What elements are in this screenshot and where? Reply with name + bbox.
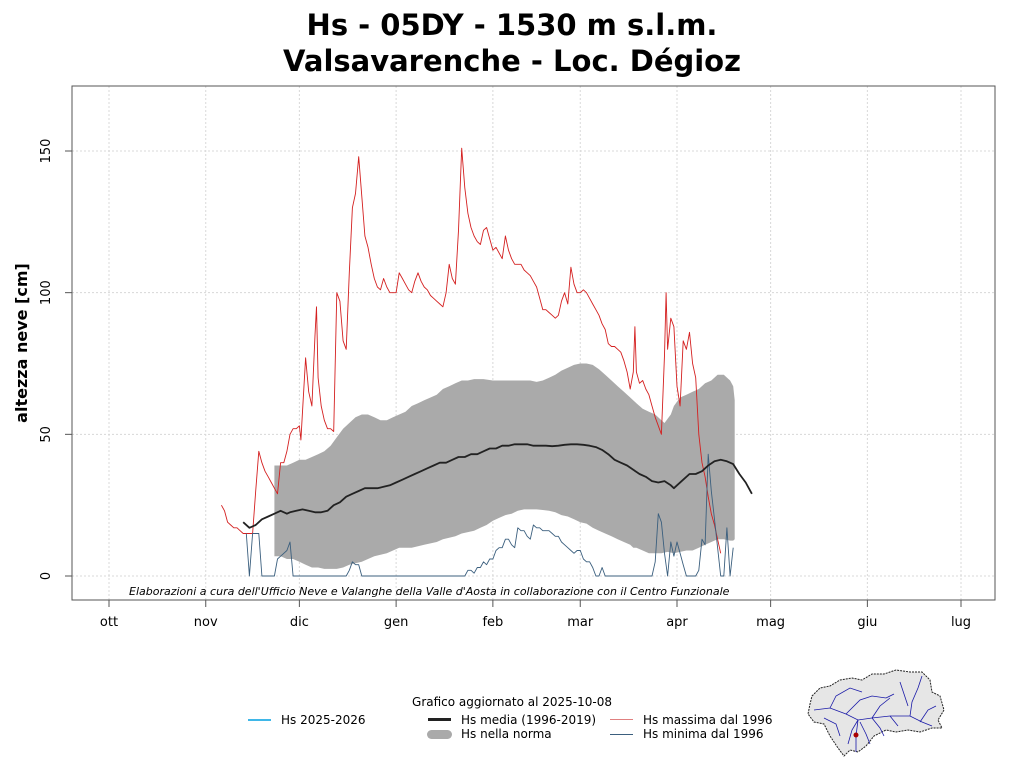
map-outline (807, 669, 945, 757)
y-tick-label: 50 (39, 426, 54, 443)
legend-swatch-min (610, 734, 633, 735)
legend-swatch-mean (428, 718, 451, 721)
series-line-mean (242, 443, 753, 529)
y-tick-label: 150 (39, 139, 54, 164)
legend-label-band: Hs nella norma (461, 727, 552, 741)
x-tick-label: mar (567, 615, 594, 630)
x-tick-label: dic (290, 615, 309, 630)
update-date-text: Grafico aggiornato al 2025-10-08 (412, 695, 612, 709)
legend-label-max: Hs massima dal 1996 (643, 713, 773, 727)
x-tick-label: giu (857, 615, 877, 630)
normal-range-band-layer (274, 363, 735, 569)
x-tick-label: mag (756, 615, 785, 630)
legend-swatch-current (248, 719, 271, 721)
x-tick-label: nov (194, 615, 218, 630)
x-tick-label: apr (666, 615, 688, 630)
plot-frame (71, 85, 996, 601)
chart-title-line2: Valsavarenche - Loc. Dégioz (283, 44, 741, 78)
series-line-min (245, 453, 734, 577)
x-tick-label: ott (100, 615, 118, 630)
legend-label-mean: Hs media (1996-2019) (461, 713, 597, 727)
aosta-valley-map-icon (807, 669, 945, 757)
y-axis-label: altezza neve [cm] (12, 263, 31, 423)
series-lines-layer (221, 147, 753, 577)
x-tick-label: feb (482, 615, 503, 630)
normal-range-band (274, 363, 735, 569)
axes: ott nov dic gen feb mar apr mag giu lug 0 50 100 150 (39, 139, 971, 630)
x-tick-label: gen (384, 615, 409, 630)
y-tick-label: 100 (39, 280, 54, 305)
chart-title-line1: Hs - 05DY - 1530 m s.l.m. (306, 8, 718, 42)
series-line-max (221, 147, 722, 554)
legend-swatch-max (610, 719, 633, 720)
legend-swatch-band (427, 730, 452, 739)
legend-label-current: Hs 2025-2026 (281, 713, 366, 727)
legend-label-min: Hs minima dal 1996 (643, 727, 764, 741)
credit-text: Elaborazioni a cura dell'Ufficio Neve e … (129, 585, 730, 598)
grid-lines (72, 86, 995, 600)
x-tick-label: lug (951, 615, 971, 630)
y-tick-label: 0 (39, 572, 54, 580)
station-marker (853, 732, 859, 738)
